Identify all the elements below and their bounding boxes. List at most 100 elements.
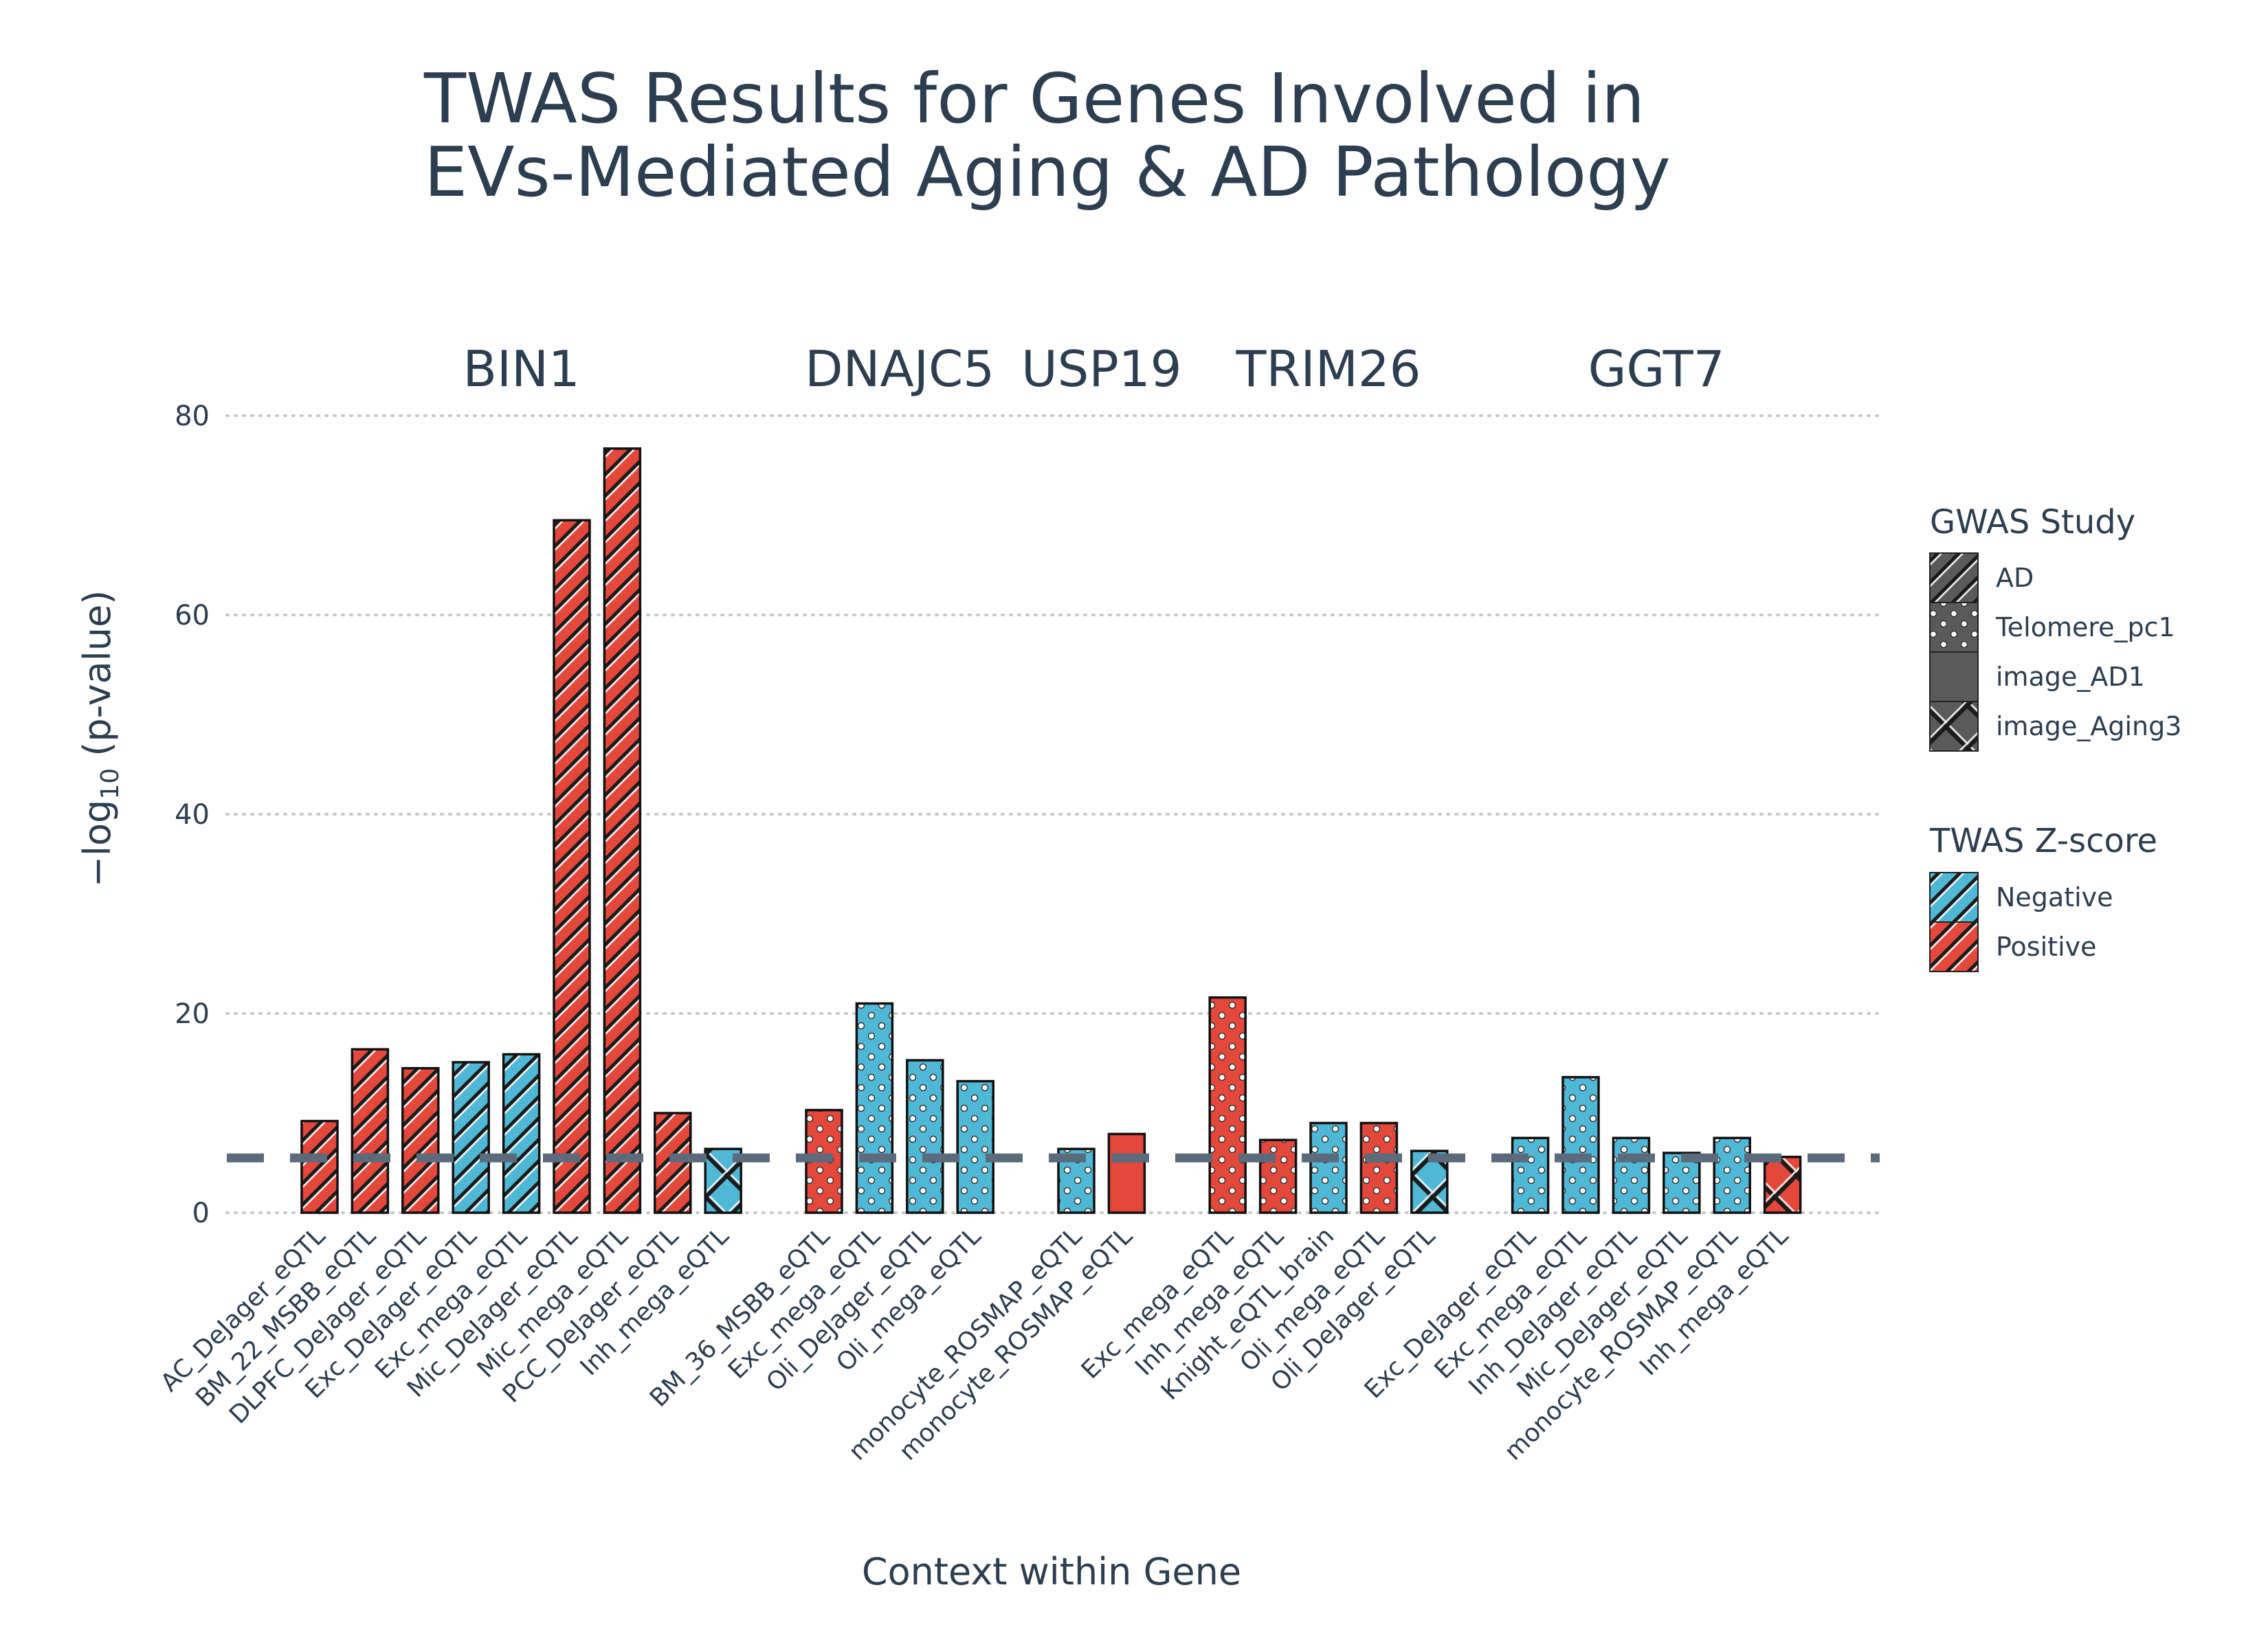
- y-tick-label: 80: [175, 401, 210, 432]
- bar-outline: [1258, 1138, 1298, 1214]
- bar-outline: [1107, 1132, 1146, 1214]
- bar-pattern: [1563, 1077, 1599, 1213]
- bar-pattern: [1512, 1138, 1548, 1213]
- facet-labels: BIN1 DNAJC5 USP19 TRIM26 GGT7: [463, 340, 1724, 398]
- bar-pattern: [1260, 1140, 1296, 1213]
- bar-outline: [1410, 1149, 1449, 1214]
- y-axis-title: −log10 (p-value): [76, 590, 124, 888]
- y-axis-title-prefix: −log: [76, 800, 119, 888]
- bar-outline: [956, 1079, 994, 1214]
- legend-swatch-outline: [1929, 921, 1979, 972]
- bar-outline: [1208, 996, 1247, 1214]
- bar: [351, 1048, 390, 1214]
- legend-label: Positive: [1996, 932, 2097, 962]
- bar-fill: [1109, 1134, 1145, 1213]
- bar: [654, 1112, 692, 1214]
- legend-title-study: GWAS Study: [1930, 503, 2135, 541]
- bar-pattern: [1714, 1138, 1750, 1213]
- bar: [502, 1053, 541, 1214]
- bar: [401, 1067, 440, 1214]
- legend-item-zscore: Negative: [1929, 872, 2113, 923]
- bar-outline: [654, 1112, 692, 1214]
- bar-pattern: [453, 1062, 489, 1213]
- bar-pattern: [957, 1081, 994, 1213]
- bar-pattern: [1663, 1153, 1700, 1213]
- bar: [855, 1002, 894, 1214]
- y-axis: 0 20 40 60 80: [175, 401, 210, 1229]
- bar: [1208, 996, 1247, 1214]
- legend-swatch-pattern: [1930, 873, 1978, 922]
- y-tick-label: 20: [175, 998, 210, 1030]
- x-tick-label: DLPFC_DeJager_eQTL: [224, 1222, 432, 1429]
- bar: [1713, 1136, 1751, 1214]
- chart-title-line-2: EVs-Mediated Aging & AD Pathology: [424, 132, 1671, 212]
- legend-swatch-fill: [1930, 652, 1978, 702]
- bar-pattern: [1613, 1138, 1649, 1213]
- legend-item-study: image_Aging3: [1929, 701, 2181, 752]
- bar: [1561, 1076, 1600, 1214]
- bar-pattern: [907, 1060, 943, 1213]
- legend-swatch-pattern: [1930, 553, 1978, 603]
- bar: [1763, 1156, 1802, 1214]
- y-tick-label: 60: [175, 600, 210, 631]
- y-tick-label: 0: [192, 1198, 210, 1229]
- legend-label: image_AD1: [1996, 662, 2145, 692]
- bar-outline: [906, 1059, 944, 1214]
- facet-label-usp19: USP19: [1021, 340, 1181, 398]
- legend-item-zscore: Positive: [1929, 921, 2097, 972]
- bar-pattern: [1764, 1156, 1801, 1213]
- bar-outline: [401, 1067, 440, 1214]
- bar-pattern: [503, 1054, 540, 1213]
- bar-outline: [1309, 1121, 1348, 1214]
- bar-outline: [1359, 1121, 1399, 1214]
- bar-outline: [553, 519, 591, 1214]
- bar-outline: [603, 447, 642, 1214]
- facet-label-bin1: BIN1: [463, 340, 579, 398]
- bar: [1663, 1152, 1701, 1214]
- bar-outline: [452, 1061, 490, 1214]
- chart-title: TWAS Results for Genes Involved in EVs-M…: [423, 58, 1671, 212]
- bar-outline: [1763, 1156, 1802, 1214]
- y-axis-title-suffix: (p-value): [76, 590, 119, 768]
- bar-pattern: [604, 448, 641, 1213]
- legend-title-zscore: TWAS Z-score: [1929, 822, 2157, 860]
- bar: [1258, 1138, 1298, 1214]
- bar-outline: [1713, 1136, 1751, 1214]
- bar-outline: [855, 1002, 894, 1214]
- bar-outline: [1511, 1136, 1550, 1214]
- bar-pattern: [352, 1049, 388, 1213]
- bar-pattern: [1311, 1123, 1346, 1213]
- facet-label-ggt7: GGT7: [1588, 340, 1725, 398]
- bar-outline: [1612, 1136, 1651, 1214]
- bar: [452, 1061, 490, 1214]
- bar-outline: [502, 1053, 541, 1214]
- x-axis-title: Context within Gene: [862, 1550, 1241, 1593]
- bar-outline: [1561, 1076, 1600, 1214]
- legend: GWAS Study AD Telomere_pc1 image_AD1 image_A…: [1929, 503, 2181, 972]
- bar: [956, 1079, 994, 1214]
- bar-pattern: [302, 1121, 337, 1213]
- bar: [300, 1119, 339, 1214]
- bar: [1511, 1136, 1550, 1214]
- bar-outline: [1057, 1147, 1096, 1214]
- gridlines: [225, 414, 1881, 1214]
- x-tick-labels: AC_DeJager_eQTLBM_22_MSBB_eQTLDLPFC_DeJa…: [155, 1222, 1794, 1466]
- bar-outline: [1663, 1152, 1701, 1214]
- legend-item-study: Telomere_pc1: [1929, 602, 2175, 653]
- legend-item-study: image_AD1: [1929, 651, 2145, 702]
- bar: [906, 1059, 944, 1214]
- bar-pattern: [554, 520, 590, 1213]
- y-tick-label: 40: [175, 799, 210, 831]
- bar: [603, 447, 642, 1214]
- chart-title-line-1: TWAS Results for Genes Involved in: [423, 58, 1645, 139]
- bar-outline: [300, 1119, 339, 1214]
- legend-swatch-outline: [1929, 701, 1979, 752]
- bar-outline: [351, 1048, 390, 1214]
- bar: [1359, 1121, 1399, 1214]
- y-axis-title-subscript: 10: [96, 768, 124, 800]
- bar: [1309, 1121, 1348, 1214]
- facet-label-trim26: TRIM26: [1236, 340, 1421, 398]
- bars: [300, 447, 1802, 1214]
